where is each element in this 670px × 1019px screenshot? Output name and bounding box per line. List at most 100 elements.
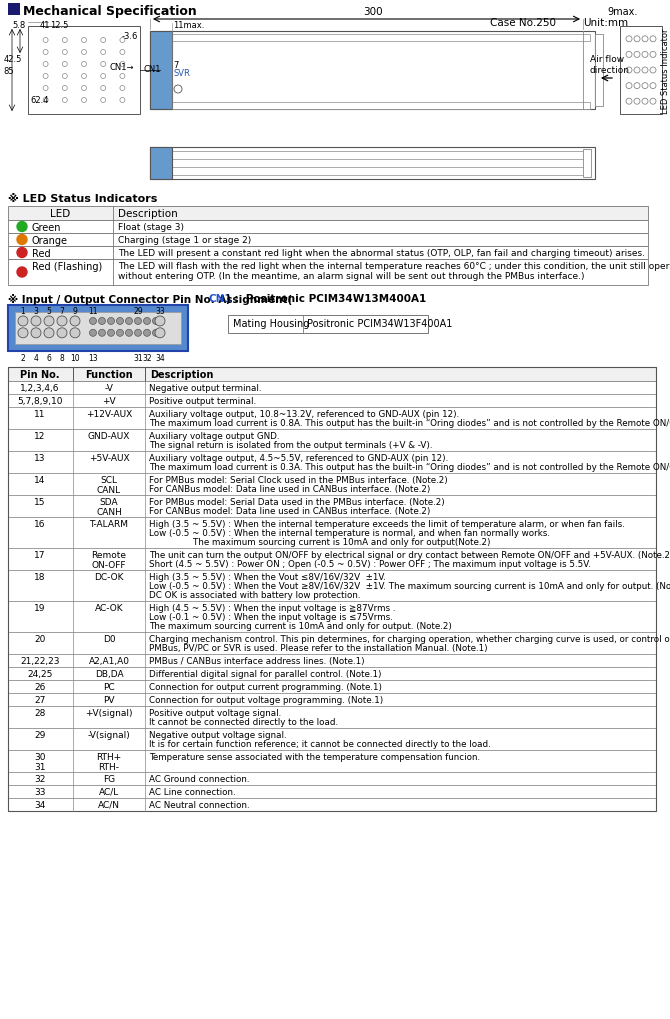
Text: 31: 31 bbox=[133, 354, 143, 363]
Circle shape bbox=[31, 317, 41, 327]
Text: Negative output voltage signal.: Negative output voltage signal. bbox=[149, 731, 287, 739]
Text: 11: 11 bbox=[88, 307, 98, 316]
Text: Function: Function bbox=[85, 370, 133, 380]
Text: 4: 4 bbox=[34, 354, 38, 363]
Circle shape bbox=[18, 317, 28, 327]
Bar bbox=[8, 667, 656, 681]
Bar bbox=[8, 786, 656, 798]
Text: AC/L: AC/L bbox=[99, 788, 119, 796]
Text: 12.5: 12.5 bbox=[50, 21, 68, 30]
Text: It is for certain function reference; it cannot be connected directly to the loa: It is for certain function reference; it… bbox=[149, 739, 490, 748]
Text: SVR: SVR bbox=[174, 68, 191, 77]
Text: DB,DA: DB,DA bbox=[94, 669, 123, 679]
Circle shape bbox=[17, 235, 27, 246]
Bar bbox=[8, 408, 656, 430]
Text: For CANBus model: Data line used in CANBus interface. (Note.2): For CANBus model: Data line used in CANB… bbox=[149, 506, 430, 516]
Text: PMBus / CANBus interface address lines. (Note.1): PMBus / CANBus interface address lines. … bbox=[149, 656, 364, 665]
Text: 17: 17 bbox=[34, 550, 46, 559]
Text: LED Status Indicator: LED Status Indicator bbox=[661, 29, 670, 114]
Bar bbox=[8, 233, 648, 247]
Bar bbox=[228, 316, 428, 333]
Bar bbox=[8, 368, 656, 811]
Text: Air flow: Air flow bbox=[590, 55, 624, 64]
Text: A2,A1,A0: A2,A1,A0 bbox=[88, 656, 129, 665]
Bar bbox=[8, 518, 656, 548]
Text: Short (4.5 ~ 5.5V) : Power ON ; Open (-0.5 ~ 0.5V) : Power OFF ; The maximum inp: Short (4.5 ~ 5.5V) : Power ON ; Open (-0… bbox=[149, 559, 591, 569]
Text: Charging mechanism control. This pin determines, for charging operation, whether: Charging mechanism control. This pin det… bbox=[149, 635, 670, 643]
Text: 5: 5 bbox=[46, 307, 52, 316]
Bar bbox=[8, 247, 648, 260]
Text: Charging (stage 1 or stage 2): Charging (stage 1 or stage 2) bbox=[118, 235, 251, 245]
Text: RTH-: RTH- bbox=[98, 762, 119, 771]
Bar bbox=[8, 260, 648, 285]
Text: 32: 32 bbox=[142, 354, 152, 363]
Text: 31: 31 bbox=[34, 762, 46, 771]
Circle shape bbox=[44, 317, 54, 327]
Bar bbox=[8, 750, 656, 772]
Text: Connection for output current programming. (Note.1): Connection for output current programmin… bbox=[149, 683, 382, 691]
Text: CANL: CANL bbox=[97, 485, 121, 494]
Text: 10: 10 bbox=[70, 354, 80, 363]
Text: It cannot be connected directly to the load.: It cannot be connected directly to the l… bbox=[149, 717, 338, 727]
Text: 24,25: 24,25 bbox=[27, 669, 53, 679]
Text: 27: 27 bbox=[34, 695, 46, 704]
Text: 26: 26 bbox=[34, 683, 46, 691]
Text: Mating Housing: Mating Housing bbox=[233, 319, 310, 329]
Text: For PMBus model: Serial Clock used in the PMBus interface. (Note.2): For PMBus model: Serial Clock used in th… bbox=[149, 476, 448, 484]
Text: +V(signal): +V(signal) bbox=[85, 708, 133, 717]
Circle shape bbox=[98, 330, 105, 337]
Circle shape bbox=[107, 318, 115, 325]
Bar bbox=[8, 706, 656, 729]
Text: 1,2,3,4,6: 1,2,3,4,6 bbox=[20, 383, 60, 392]
Text: ) :  Positronic PCIM34W13M400A1: ) : Positronic PCIM34W13M400A1 bbox=[226, 293, 426, 304]
Circle shape bbox=[44, 328, 54, 338]
Text: High (3.5 ~ 5.5V) : When the Vout ≤8V/16V/32V  ±1V.: High (3.5 ~ 5.5V) : When the Vout ≤8V/16… bbox=[149, 573, 386, 582]
Text: 5,7,8,9,10: 5,7,8,9,10 bbox=[17, 396, 63, 406]
Text: High (3.5 ~ 5.5V) : When the internal temperature exceeds the limit of temperatu: High (3.5 ~ 5.5V) : When the internal te… bbox=[149, 520, 625, 529]
Text: Red: Red bbox=[32, 249, 51, 259]
Text: For CANBus model: Data line used in CANBus interface. (Note.2): For CANBus model: Data line used in CANB… bbox=[149, 484, 430, 493]
Bar bbox=[150, 148, 595, 179]
Text: AC-OK: AC-OK bbox=[94, 603, 123, 612]
Bar bbox=[8, 4, 20, 16]
Bar bbox=[8, 207, 648, 221]
Text: PC: PC bbox=[103, 683, 115, 691]
Text: Negative output terminal.: Negative output terminal. bbox=[149, 383, 261, 392]
Text: 33: 33 bbox=[34, 788, 46, 796]
Text: Case No.250: Case No.250 bbox=[490, 18, 556, 28]
Bar bbox=[8, 571, 656, 601]
Text: 33: 33 bbox=[155, 307, 165, 316]
Text: Auxiliary voltage output, 4.5~5.5V, referenced to GND-AUX (pin 12).: Auxiliary voltage output, 4.5~5.5V, refe… bbox=[149, 453, 448, 463]
Text: The maximum sourcing current is 10mA and only for output. (Note.2): The maximum sourcing current is 10mA and… bbox=[149, 622, 452, 631]
Text: LED: LED bbox=[50, 209, 70, 219]
Text: Pin No.: Pin No. bbox=[20, 370, 60, 380]
Bar bbox=[8, 633, 656, 654]
Bar bbox=[155, 35, 590, 42]
Text: AC Neutral connection.: AC Neutral connection. bbox=[149, 800, 250, 809]
Bar bbox=[155, 103, 590, 110]
Text: For PMBus model: Serial Data used in the PMBus interface. (Note.2): For PMBus model: Serial Data used in the… bbox=[149, 497, 445, 506]
Text: Low (-0.1 ~ 0.5V) : When the input voltage is ≤75Vrms.: Low (-0.1 ~ 0.5V) : When the input volta… bbox=[149, 612, 393, 622]
Text: 13: 13 bbox=[34, 453, 46, 463]
Text: without entering OTP. (In the meantime, an alarm signal will be sent out through: without entering OTP. (In the meantime, … bbox=[118, 272, 584, 280]
Text: The maximum load current is 0.8A. This output has the built-in “Oring diodes” an: The maximum load current is 0.8A. This o… bbox=[149, 419, 670, 428]
Bar bbox=[8, 495, 656, 518]
Bar bbox=[155, 152, 590, 160]
Text: T-ALARM: T-ALARM bbox=[90, 520, 129, 529]
Text: SCL: SCL bbox=[100, 476, 117, 484]
Text: +V: +V bbox=[103, 396, 116, 406]
Text: ※ Input / Output Connector Pin No. Assignment(: ※ Input / Output Connector Pin No. Assig… bbox=[8, 293, 292, 305]
Text: PMBus, PV/PC or SVR is used. Please refer to the installation Manual. (Note.1): PMBus, PV/PC or SVR is used. Please refe… bbox=[149, 643, 488, 652]
Text: direction: direction bbox=[590, 66, 630, 75]
Text: 8: 8 bbox=[60, 354, 64, 363]
Text: 85: 85 bbox=[3, 66, 14, 75]
Circle shape bbox=[135, 330, 141, 337]
Text: Mechanical Specification: Mechanical Specification bbox=[23, 5, 197, 18]
Circle shape bbox=[155, 317, 165, 327]
Text: The signal return is isolated from the output terminals (+V & -V).: The signal return is isolated from the o… bbox=[149, 440, 433, 449]
Text: The maximum load current is 0.3A. This output has the built-in “Oring diodes” an: The maximum load current is 0.3A. This o… bbox=[149, 463, 670, 472]
Text: 300: 300 bbox=[362, 7, 383, 17]
Text: RTH+: RTH+ bbox=[96, 752, 122, 761]
Bar bbox=[155, 168, 590, 176]
Circle shape bbox=[70, 328, 80, 338]
